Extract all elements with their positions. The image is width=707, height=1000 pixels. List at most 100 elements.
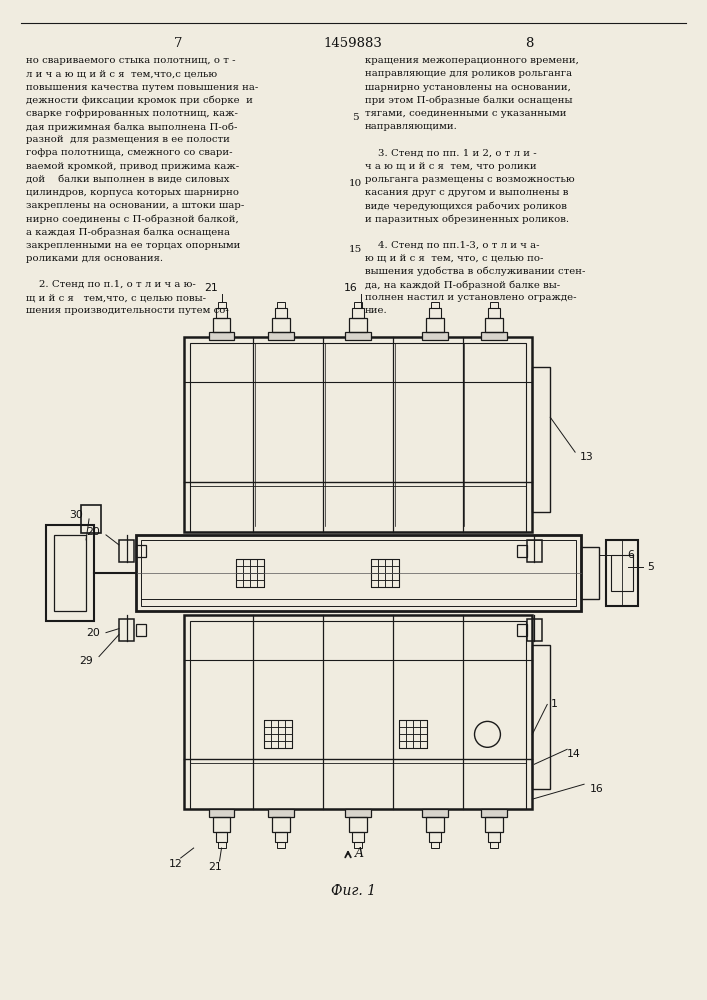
Text: ю щ и й с я  тем, что, с целью по-: ю щ и й с я тем, что, с целью по- xyxy=(365,254,544,263)
Bar xyxy=(272,817,291,832)
Bar xyxy=(422,332,448,340)
Text: сварке гофрированных полотнищ, каж-: сварке гофрированных полотнищ, каж- xyxy=(26,109,238,118)
Bar xyxy=(518,545,527,557)
Bar xyxy=(491,302,498,308)
Bar xyxy=(275,308,287,318)
Bar xyxy=(189,343,526,532)
Bar xyxy=(236,559,264,587)
Text: касания друг с другом и выполнены в: касания друг с другом и выполнены в xyxy=(365,188,568,197)
Bar xyxy=(136,535,581,611)
Text: роликами для основания.: роликами для основания. xyxy=(26,254,163,263)
Bar xyxy=(264,720,292,748)
Bar xyxy=(431,842,438,848)
Bar xyxy=(81,505,101,533)
Bar xyxy=(399,720,427,748)
Bar xyxy=(216,308,228,318)
Text: 30: 30 xyxy=(69,510,83,520)
Bar xyxy=(184,337,532,532)
Text: шения производительности путем со-: шения производительности путем со- xyxy=(26,306,229,315)
Text: нирно соединены с П-образной балкой,: нирно соединены с П-образной балкой, xyxy=(26,214,239,224)
Bar xyxy=(119,619,134,641)
Bar xyxy=(218,842,226,848)
Text: 1459883: 1459883 xyxy=(324,37,382,50)
Text: 8: 8 xyxy=(525,37,534,50)
Text: 20: 20 xyxy=(86,628,100,638)
Text: 10: 10 xyxy=(349,179,361,188)
Bar xyxy=(136,624,146,636)
Text: дежности фиксации кромок при сборке  и: дежности фиксации кромок при сборке и xyxy=(26,96,253,105)
Bar xyxy=(46,525,94,621)
Bar xyxy=(527,540,542,562)
Bar xyxy=(481,809,508,817)
Bar xyxy=(209,809,235,817)
Text: 2. Стенд по п.1, о т л и ч а ю-: 2. Стенд по п.1, о т л и ч а ю- xyxy=(26,280,196,289)
Text: 7: 7 xyxy=(173,37,182,50)
Bar xyxy=(354,842,362,848)
Text: 21: 21 xyxy=(209,862,223,872)
Text: 3. Стенд по пп. 1 и 2, о т л и -: 3. Стенд по пп. 1 и 2, о т л и - xyxy=(365,148,537,157)
Bar xyxy=(209,332,235,340)
Bar xyxy=(272,318,291,332)
Text: разной  для размещения в ее полости: разной для размещения в ее полости xyxy=(26,135,230,144)
Bar xyxy=(269,332,294,340)
Text: шарнирно установлены на основании,: шарнирно установлены на основании, xyxy=(365,83,571,92)
Text: дая прижимная балка выполнена П-об-: дая прижимная балка выполнена П-об- xyxy=(26,122,238,132)
Text: закреплены на основании, а штоки шар-: закреплены на основании, а штоки шар- xyxy=(26,201,245,210)
Bar xyxy=(54,535,86,611)
Bar xyxy=(354,302,362,308)
Text: гофра полотнища, смежного со свари-: гофра полотнища, смежного со свари- xyxy=(26,148,233,157)
Bar xyxy=(426,817,444,832)
Bar xyxy=(486,817,503,832)
Bar xyxy=(491,842,498,848)
Text: виде чередующихся рабочих роликов: виде чередующихся рабочих роликов xyxy=(365,201,567,211)
Bar xyxy=(527,619,542,641)
Text: закрепленными на ее торцах опорными: закрепленными на ее торцах опорными xyxy=(26,241,240,250)
Bar xyxy=(218,302,226,308)
Text: 5: 5 xyxy=(351,113,358,122)
Text: 12: 12 xyxy=(169,859,182,869)
Bar xyxy=(345,809,371,817)
Text: повышения качества путем повышения на-: повышения качества путем повышения на- xyxy=(26,83,259,92)
Text: при этом П-образные балки оснащены: при этом П-образные балки оснащены xyxy=(365,96,573,105)
Text: да, на каждой П-образной балке вы-: да, на каждой П-образной балке вы- xyxy=(365,280,560,290)
Text: 16: 16 xyxy=(590,784,604,794)
Bar xyxy=(345,332,371,340)
Text: 5: 5 xyxy=(648,562,654,572)
Bar xyxy=(216,832,228,842)
Text: 4. Стенд по пп.1-3, о т л и ч а-: 4. Стенд по пп.1-3, о т л и ч а- xyxy=(365,241,539,250)
Bar xyxy=(184,615,532,809)
Bar xyxy=(581,547,599,599)
Bar xyxy=(428,832,440,842)
Text: направляющими.: направляющими. xyxy=(365,122,458,131)
Text: и паразитных обрезиненных роликов.: и паразитных обрезиненных роликов. xyxy=(365,214,569,224)
Bar xyxy=(611,555,633,591)
Text: но свариваемого стыка полотнищ, о т -: но свариваемого стыка полотнищ, о т - xyxy=(26,56,236,65)
Bar xyxy=(431,302,438,308)
Text: а каждая П-образная балка оснащена: а каждая П-образная балка оснащена xyxy=(26,227,230,237)
Bar xyxy=(606,540,638,606)
Bar xyxy=(428,308,440,318)
Text: дой    балки выполнен в виде силовых: дой балки выполнен в виде силовых xyxy=(26,175,230,184)
Bar xyxy=(352,832,364,842)
Bar xyxy=(269,809,294,817)
Text: 14: 14 xyxy=(567,749,581,759)
Text: л и ч а ю щ и й с я  тем,что,с целью: л и ч а ю щ и й с я тем,что,с целью xyxy=(26,69,218,78)
Text: 29: 29 xyxy=(79,656,93,666)
Text: вышения удобства в обслуживании стен-: вышения удобства в обслуживании стен- xyxy=(365,267,585,276)
Text: цилиндров, корпуса которых шарнирно: цилиндров, корпуса которых шарнирно xyxy=(26,188,239,197)
Bar xyxy=(532,367,550,512)
Bar xyxy=(518,624,527,636)
Text: 15: 15 xyxy=(349,245,361,254)
Text: тягами, соединенными с указанными: тягами, соединенными с указанными xyxy=(365,109,566,118)
Text: ч а ю щ и й с я  тем, что ролики: ч а ю щ и й с я тем, что ролики xyxy=(365,162,537,171)
Bar xyxy=(349,817,367,832)
Text: 6: 6 xyxy=(628,550,634,560)
Bar xyxy=(489,308,501,318)
Bar xyxy=(489,832,501,842)
Text: 21: 21 xyxy=(205,283,218,293)
Text: 20: 20 xyxy=(86,527,100,537)
Bar xyxy=(426,318,444,332)
Text: щ и й с я   тем,что, с целью повы-: щ и й с я тем,что, с целью повы- xyxy=(26,293,206,302)
Bar xyxy=(213,318,230,332)
Text: A: A xyxy=(355,847,364,860)
